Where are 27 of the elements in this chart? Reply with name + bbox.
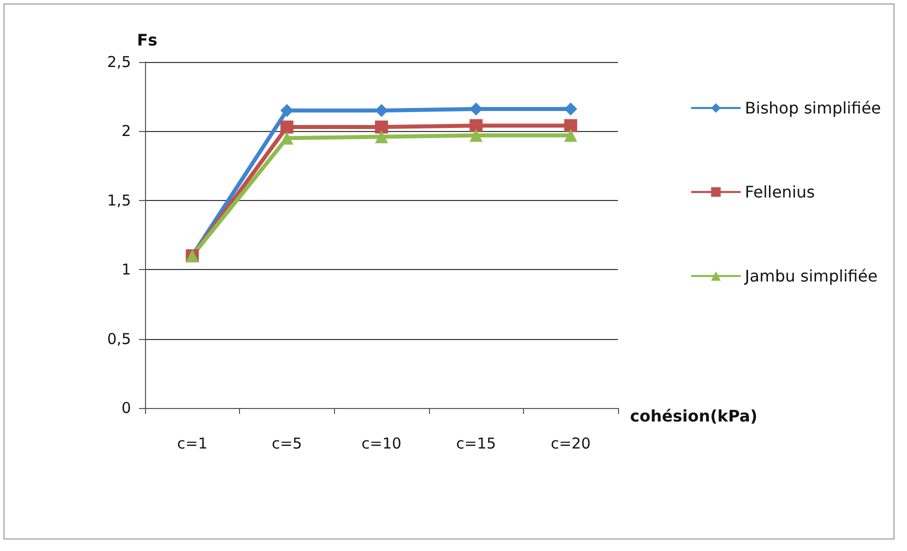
point [375,120,388,134]
point [564,128,578,142]
point [375,104,388,117]
point [280,104,294,117]
y-tick-label: 2 [121,122,131,140]
x-tick-label: c=15 [456,434,496,452]
legend-label: Jambu simplifiée [744,266,878,286]
x-tick-label: c=1 [177,434,208,452]
point [564,119,578,132]
x-tick-label: c=20 [550,434,591,452]
point [564,102,578,116]
point [470,119,483,132]
y-tick-label: 2,5 [107,53,131,71]
y-tick-label: 0,5 [107,330,131,348]
legend-label: Fellenius [744,182,815,202]
y-axis-title: Fs [137,30,158,50]
point [470,128,483,142]
y-tick-label: 0 [121,399,131,417]
point [280,120,294,134]
y-tick-label: 1,5 [107,191,131,210]
point [375,130,388,144]
y-tick-label: 1 [121,260,131,279]
x-tick-label: c=5 [272,434,302,452]
legend-label: Bishop simplifiée [744,98,881,118]
x-axis-title: cohésion(kPa) [630,406,758,426]
point [280,132,294,145]
x-tick-label: c=10 [362,434,402,452]
